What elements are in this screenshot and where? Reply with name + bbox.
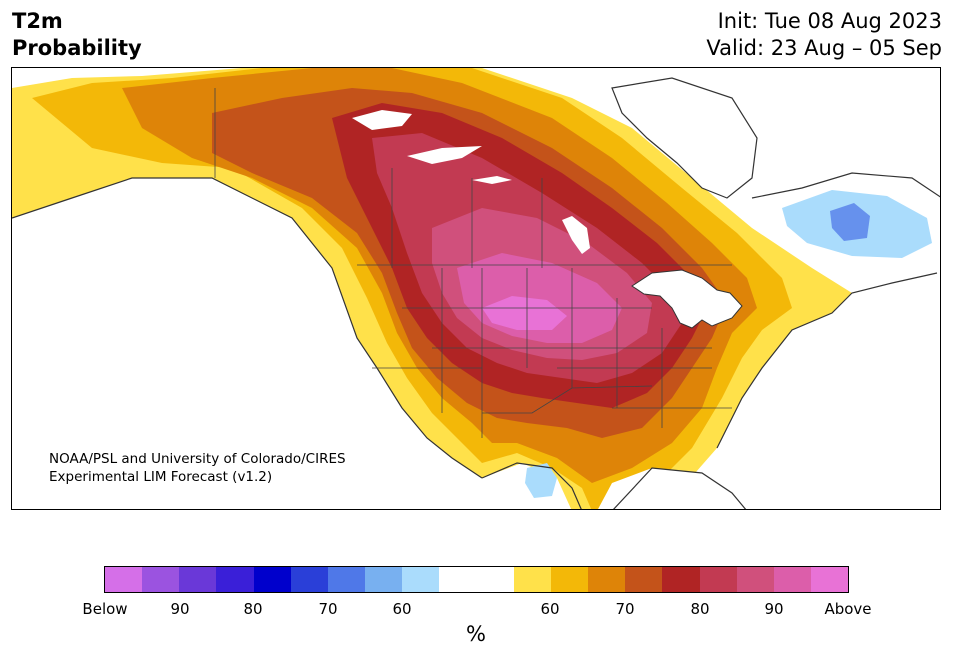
- lake-athabasca: [472, 176, 512, 184]
- forecast-map: [11, 67, 941, 510]
- colorbar-segment: [216, 567, 254, 592]
- title-type: Probability: [12, 36, 142, 60]
- colorbar-tick-label: 80: [690, 600, 710, 618]
- contour-70-below-east: [830, 203, 870, 241]
- contour-above: [482, 296, 567, 330]
- colorbar-segment: [736, 567, 774, 592]
- great-lakes: [631, 269, 743, 329]
- great-slave-lake: [407, 146, 482, 164]
- colorbar-segment: [662, 567, 700, 592]
- colorbar-segment: [773, 567, 811, 592]
- init-date: Init: Tue 08 Aug 2023: [717, 9, 942, 33]
- colorbar-segment: [179, 567, 217, 592]
- colorbar-segment: [402, 567, 440, 592]
- political-borders: [214, 88, 732, 438]
- map-canvas: [12, 68, 940, 509]
- credit-line-1: NOAA/PSL and University of Colorado/CIRE…: [49, 451, 346, 467]
- colorbar-tick-label: Above: [824, 600, 872, 618]
- colorbar-tick-label: 80: [243, 600, 263, 618]
- coastlines: [12, 77, 940, 509]
- colorbar-tick-label: Below: [82, 600, 128, 618]
- colorbar-unit: %: [466, 622, 486, 646]
- great-bear-lake: [352, 110, 412, 130]
- colorbar-tick-label: 70: [318, 600, 338, 618]
- colorbar-segment: [142, 567, 180, 592]
- colorbar: [104, 566, 849, 593]
- credit-line-2: Experimental LIM Forecast (v1.2): [49, 469, 273, 485]
- colorbar-tick-label: 90: [764, 600, 784, 618]
- colorbar-segment: [513, 567, 551, 592]
- colorbar-segment: [550, 567, 589, 592]
- title-variable: T2m: [12, 9, 63, 33]
- colorbar-segment: [253, 567, 291, 592]
- colorbar-tick-label: 90: [170, 600, 190, 618]
- credit-text: NOAA/PSL and University of Colorado/CIRE…: [49, 450, 346, 486]
- colorbar-tick-label: 60: [392, 600, 412, 618]
- colorbar-segment: [439, 567, 477, 592]
- colorbar-segment: [476, 567, 514, 592]
- contour-60-below-mexico: [525, 463, 557, 498]
- hudson-bay: [612, 78, 757, 198]
- title-left: T2m Probability: [12, 8, 142, 62]
- colorbar-segment: [810, 567, 849, 592]
- colorbar-tick-label: 60: [540, 600, 560, 618]
- colorbar-segment: [588, 567, 626, 592]
- colorbar-segment: [625, 567, 663, 592]
- colorbar-segment: [327, 567, 366, 592]
- colorbar-segment: [290, 567, 328, 592]
- colorbar-segment: [365, 567, 403, 592]
- colorbar-segment: [699, 567, 737, 592]
- title-right: Init: Tue 08 Aug 2023 Valid: 23 Aug – 05…: [706, 8, 942, 62]
- colorbar-segment: [105, 567, 143, 592]
- lake-winnipeg: [562, 216, 590, 254]
- colorbar-tick-label: 70: [615, 600, 635, 618]
- valid-range: Valid: 23 Aug – 05 Sep: [706, 36, 942, 60]
- gulf-of-mexico: [598, 468, 746, 509]
